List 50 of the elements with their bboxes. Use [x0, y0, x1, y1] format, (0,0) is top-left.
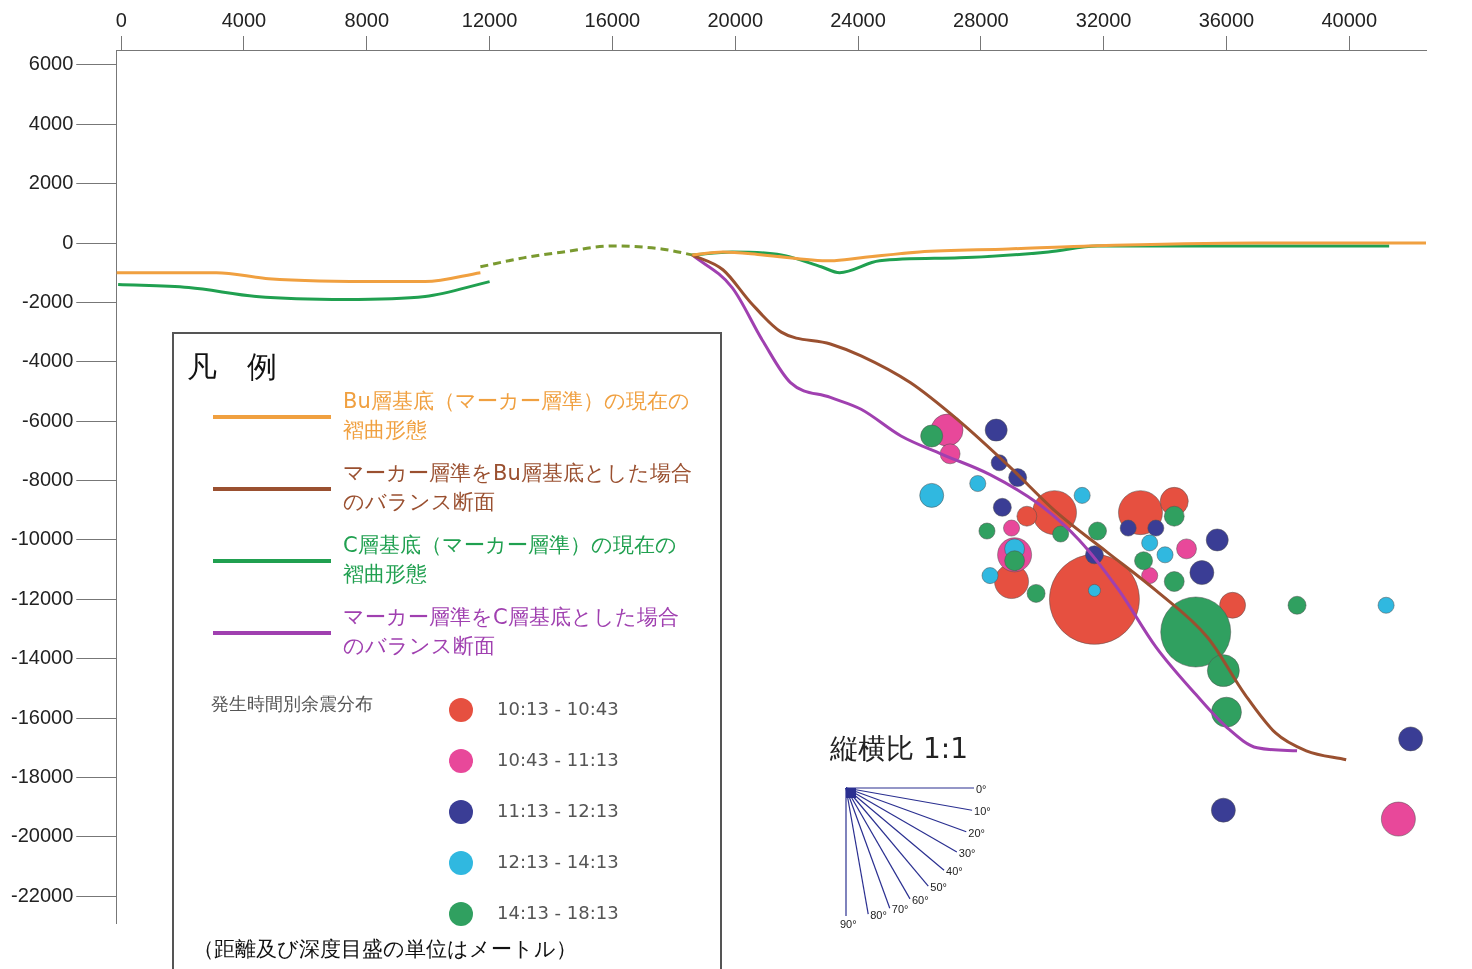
legend-label: 12:13 - 14:13: [497, 850, 619, 872]
y-tick-label: -22000: [10, 883, 74, 906]
annotation: 40°: [946, 865, 963, 878]
y-tick-label: -4000: [22, 349, 74, 372]
annotation: 20°: [968, 826, 985, 839]
y-tick-label: 2000: [28, 171, 74, 194]
text: Bu層基底（マーカー層準）の現在の褶曲形態: [343, 388, 690, 442]
legend-label: 11:13 - 12:13: [497, 799, 619, 821]
y-tick-label: 4000: [28, 111, 74, 134]
legend-title: 凡 例: [187, 348, 277, 384]
annotation: 80°: [870, 909, 887, 922]
annotation: 30°: [958, 847, 976, 859]
legend-label: 14:13 - 18:13: [497, 901, 619, 923]
annotation: 縦横比 1:1: [830, 731, 968, 767]
y-tick-label: -16000: [10, 705, 74, 728]
annotation: 50°: [930, 881, 947, 894]
text: マーカー層準をC層基底とした場合のバランス断面: [343, 604, 679, 658]
text: C層基底（マーカー層準）の現在の褶曲形態: [343, 532, 677, 586]
y-tick-label: -10000: [10, 527, 74, 550]
x-tick-label: 40000: [1321, 8, 1378, 31]
y-tick-label: -14000: [10, 646, 74, 669]
x-tick-label: 16000: [584, 8, 641, 31]
y-tick-label: 6000: [28, 52, 74, 75]
y-tick-label: -18000: [10, 765, 74, 788]
annotation: 0°: [976, 783, 987, 795]
y-tick-label: -8000: [22, 468, 74, 491]
x-tick-label: 4000: [221, 8, 267, 31]
y-tick-label: -12000: [10, 586, 74, 609]
x-tick-label: 36000: [1198, 8, 1255, 31]
legend-label: 10:13 - 10:43: [497, 697, 619, 719]
legend-label: 10:43 - 11:13: [497, 748, 619, 770]
line-series: [478, 244, 694, 269]
x-tick-label: 8000: [344, 8, 390, 31]
y-tick-label: -2000: [22, 289, 74, 312]
annotation: 90°: [840, 918, 857, 930]
text: （距離及び深度目盛の単位はメートル）: [193, 937, 577, 962]
x-tick-label: 12000: [461, 8, 518, 31]
x-tick-label: 32000: [1075, 8, 1132, 31]
annotation: 60°: [912, 893, 929, 906]
x-tick-label: 0: [115, 8, 127, 31]
x-tick-label: 20000: [707, 8, 764, 31]
x-tick-label: 28000: [953, 8, 1009, 31]
annotation: 70°: [891, 903, 909, 916]
annotation: 10°: [974, 805, 991, 818]
text: マーカー層準をBu層基底とした場合のバランス断面: [343, 460, 692, 514]
x-tick-label: 24000: [830, 8, 886, 31]
y-tick-label: -6000: [22, 408, 74, 431]
y-tick-label: -20000: [10, 824, 74, 847]
y-tick-label: 0: [62, 230, 74, 253]
annotation: 発生時間別余震分布: [211, 692, 373, 714]
